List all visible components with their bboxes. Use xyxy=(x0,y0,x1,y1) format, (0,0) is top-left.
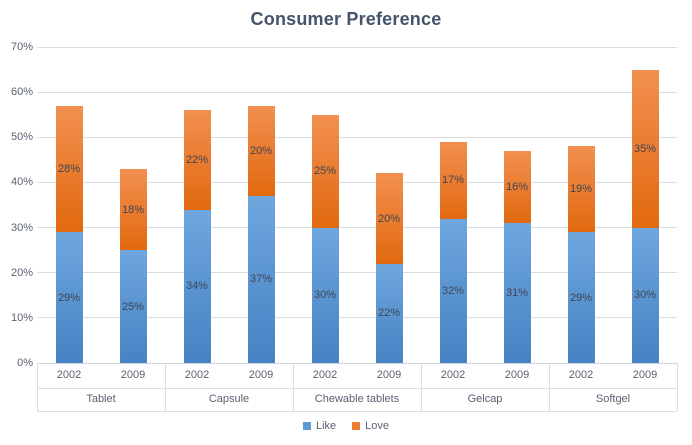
y-tick-label: 20% xyxy=(10,266,33,279)
x-axis-group-separator xyxy=(164,363,166,411)
gridline xyxy=(37,181,677,183)
data-label: 16% xyxy=(505,180,529,193)
x-tick-year-label: 2009 xyxy=(632,369,658,381)
gridline xyxy=(37,46,677,48)
data-label: 34% xyxy=(185,280,209,293)
bar-segment-love xyxy=(567,146,595,233)
bar-segment-like xyxy=(631,227,659,363)
x-axis-bottom-line xyxy=(37,411,677,412)
bar-segment-love xyxy=(247,105,275,196)
x-tick-year-label: 2002 xyxy=(440,369,466,381)
data-label: 37% xyxy=(249,273,273,286)
gridline xyxy=(37,317,677,319)
x-group-label: Tablet xyxy=(86,393,116,405)
data-label: 25% xyxy=(121,300,145,313)
gridline xyxy=(37,227,677,229)
legend-swatch-like-icon xyxy=(302,422,311,430)
bar-segment-love xyxy=(439,141,467,219)
legend-item-love: Love xyxy=(352,420,389,432)
bar-segment-like xyxy=(375,263,403,363)
bar-segment-like xyxy=(503,223,531,363)
data-label: 19% xyxy=(569,183,593,196)
data-label: 28% xyxy=(57,162,81,175)
x-axis-line xyxy=(37,362,677,364)
x-group-label: Capsule xyxy=(208,393,250,405)
data-label: 30% xyxy=(633,289,657,302)
legend-swatch-love-icon xyxy=(352,422,361,430)
legend-label-love: Love xyxy=(365,420,390,432)
bar-segment-love xyxy=(183,110,211,210)
x-tick-year-label: 2009 xyxy=(504,369,530,381)
data-label: 22% xyxy=(185,153,209,166)
x-axis-group-separator xyxy=(676,363,678,411)
y-tick-label: 60% xyxy=(10,86,33,99)
data-label: 20% xyxy=(377,212,401,225)
bar-segment-love xyxy=(375,173,403,264)
data-label: 20% xyxy=(249,144,273,157)
y-tick-label: 30% xyxy=(10,221,33,234)
x-group-label: Chewable tablets xyxy=(314,393,400,405)
y-tick-label: 10% xyxy=(10,311,33,324)
gridline xyxy=(37,91,677,93)
x-tick-year-label: 2009 xyxy=(120,369,146,381)
legend-item-like: Like xyxy=(302,420,337,432)
legend: Like Love xyxy=(0,420,692,432)
x-tick-year-label: 2002 xyxy=(184,369,210,381)
data-label: 25% xyxy=(313,165,337,178)
data-label: 29% xyxy=(57,291,81,304)
bar-segment-love xyxy=(311,114,339,228)
bar-segment-like xyxy=(247,195,275,363)
gridline xyxy=(37,136,677,138)
bar-segment-like xyxy=(183,209,211,363)
x-group-label: Gelcap xyxy=(467,393,503,405)
x-axis-group-separator xyxy=(420,363,422,411)
bar-segment-love xyxy=(503,150,531,224)
x-tick-year-label: 2002 xyxy=(56,369,82,381)
x-tick-year-label: 2002 xyxy=(312,369,338,381)
bar-segment-like xyxy=(439,218,467,363)
bar-segment-like xyxy=(55,232,83,363)
bar-segment-like xyxy=(119,250,147,363)
data-label: 22% xyxy=(377,307,401,320)
data-label: 32% xyxy=(441,284,465,297)
bar-segment-love xyxy=(55,105,83,233)
x-axis-group-separator xyxy=(548,363,550,411)
data-label: 31% xyxy=(505,287,529,300)
bar-segment-like xyxy=(567,232,595,363)
x-group-label: Softgel xyxy=(595,393,631,405)
y-tick-label: 70% xyxy=(10,41,33,53)
data-label: 29% xyxy=(569,291,593,304)
x-tick-year-label: 2009 xyxy=(248,369,274,381)
x-tick-year-label: 2002 xyxy=(568,369,594,381)
data-label: 35% xyxy=(633,142,657,155)
y-tick-label: 40% xyxy=(10,176,33,189)
chart-title: Consumer Preference xyxy=(250,9,442,29)
bar-segment-love xyxy=(119,168,147,251)
y-tick-label: 0% xyxy=(17,357,33,369)
data-label: 30% xyxy=(313,289,337,302)
bar-segment-like xyxy=(311,227,339,363)
data-label: 18% xyxy=(121,203,145,216)
x-axis-group-separator xyxy=(292,363,294,411)
bar-segment-love xyxy=(631,69,659,228)
data-label: 17% xyxy=(441,174,465,187)
x-axis-tier-divider xyxy=(37,388,677,389)
y-tick-label: 50% xyxy=(10,131,33,144)
x-axis-group-separator xyxy=(36,363,38,411)
legend-label-like: Like xyxy=(315,420,337,432)
gridline xyxy=(37,272,677,274)
x-tick-year-label: 2009 xyxy=(376,369,402,381)
